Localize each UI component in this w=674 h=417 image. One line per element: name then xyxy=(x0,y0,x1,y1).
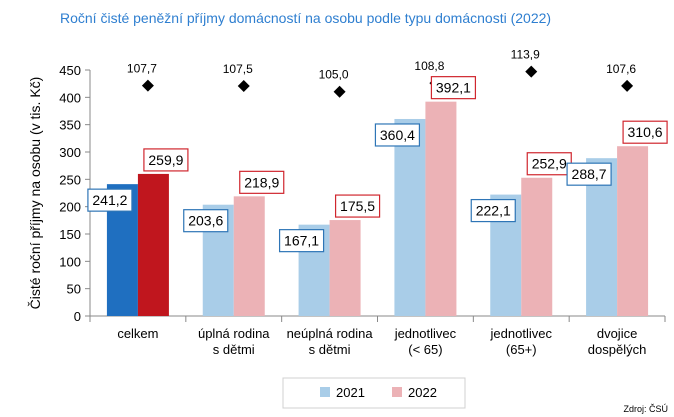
y-tick-label: 450 xyxy=(59,63,81,78)
legend: 2021 2022 xyxy=(282,377,466,409)
bar-2022 xyxy=(617,146,649,316)
data-label-2022: 175,5 xyxy=(340,198,375,214)
bar-2021 xyxy=(394,118,426,317)
y-tick-label: 50 xyxy=(67,282,81,297)
index-marker-label: 107,5 xyxy=(223,62,253,76)
data-label-2021: 241,2 xyxy=(92,192,127,208)
category-label: dospělých xyxy=(588,342,647,357)
data-label-2022: 310,6 xyxy=(628,124,663,140)
category-label: úplná rodina xyxy=(198,326,270,341)
category-label: celkem xyxy=(117,326,158,341)
index-markers: 107,7 107,5 105,0 108,8 113,9 107,6 xyxy=(127,48,636,98)
index-marker xyxy=(333,85,346,98)
y-tick-label: 400 xyxy=(59,90,81,105)
y-tick-label: 0 xyxy=(74,309,81,324)
data-label-2021-box xyxy=(278,229,325,253)
legend-swatch-2021 xyxy=(320,387,330,397)
data-label-2022: 252,9 xyxy=(532,156,567,172)
data-label-2022-box xyxy=(239,170,285,194)
data-label-2021: 288,7 xyxy=(572,166,607,182)
category-label: jednotlivec xyxy=(490,326,553,341)
legend-label-2021: 2021 xyxy=(336,385,365,400)
y-tick-label: 100 xyxy=(59,254,81,269)
data-label-2022-box xyxy=(430,76,477,100)
y-tick-label: 300 xyxy=(59,145,81,160)
bar-2022 xyxy=(521,177,553,316)
data-label-2021: 167,1 xyxy=(284,233,319,249)
category-label: (< 65) xyxy=(408,342,442,357)
index-marker xyxy=(525,65,538,78)
data-label-2022-box xyxy=(143,148,189,172)
axes: 0 50 100 150 200 250 300 350 400 450 Čisté roční p… xyxy=(27,63,666,324)
data-label-2021: 360,4 xyxy=(380,127,415,143)
category-label: jednotlivec xyxy=(394,326,457,341)
legend-swatch-2022 xyxy=(392,387,402,397)
data-label-2021-box xyxy=(374,123,421,147)
index-marker-label: 105,0 xyxy=(319,68,349,82)
index-marker-label: 108,8 xyxy=(414,59,444,73)
y-axis-title: Čisté roční příjmy na osobu (v tis. Kč) xyxy=(27,77,43,310)
index-marker-label: 107,7 xyxy=(127,62,157,76)
bar-2022 xyxy=(233,196,265,316)
bar-2022 xyxy=(425,101,457,316)
category-label: dvojice xyxy=(597,326,637,341)
data-labels: 241,2 259,9 203,6 218,9 167,1 175,5 360,4 392,1… xyxy=(87,76,668,253)
index-marker-label: 113,9 xyxy=(511,48,540,62)
legend-frame xyxy=(282,377,466,409)
index-marker xyxy=(237,80,250,93)
data-label-2021-box xyxy=(566,162,612,186)
data-label-2021-box xyxy=(183,209,229,233)
bar-2022 xyxy=(329,220,361,316)
index-marker-label: 107,6 xyxy=(606,62,636,76)
index-marker xyxy=(141,79,154,92)
category-label: (65+) xyxy=(506,342,537,357)
y-tick-label: 350 xyxy=(59,118,81,133)
bar-2022 xyxy=(137,173,169,316)
data-label-2022-box xyxy=(622,120,668,144)
category-label: neúplná rodina xyxy=(287,326,374,341)
y-tick-label: 250 xyxy=(59,172,81,187)
category-label: s dětmi xyxy=(309,342,351,357)
source-note: Zdroj: ČSÚ xyxy=(623,404,668,414)
category-label: s dětmi xyxy=(213,342,255,357)
index-marker xyxy=(621,79,634,92)
chart-title: Roční čisté peněžní příjmy domácností na… xyxy=(60,10,551,26)
data-label-2021-box xyxy=(470,198,516,223)
data-label-2021: 203,6 xyxy=(188,213,223,229)
y-tick-label: 200 xyxy=(59,200,81,215)
data-label-2022: 392,1 xyxy=(436,80,471,96)
data-label-2021-box xyxy=(87,188,133,212)
data-label-2022-box xyxy=(334,194,381,218)
data-label-2022: 218,9 xyxy=(244,174,279,190)
data-label-2022: 259,9 xyxy=(148,152,183,168)
legend-label-2022: 2022 xyxy=(408,385,437,400)
data-label-2021: 222,1 xyxy=(476,203,511,219)
y-tick-label: 150 xyxy=(59,227,81,242)
